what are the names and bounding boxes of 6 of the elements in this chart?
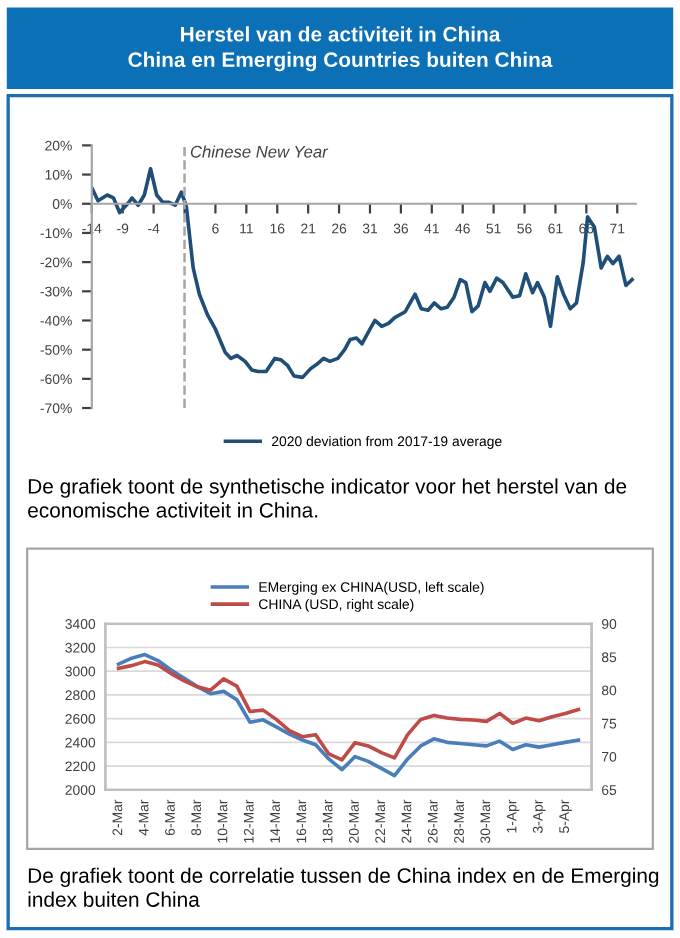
chart-title: Herstel van de activiteit in China China en Emerging Countries buiten China xyxy=(128,26,553,72)
text: De grafiek toont de correlatie tussen de China index en de Emerging index buiten China xyxy=(28,867,659,907)
line-series xyxy=(116,652,581,778)
ref-line-label: Chinese New Year xyxy=(190,145,329,158)
text: De grafiek toont de synthetische indicator voor het herstel van de economische activiteit in China. xyxy=(28,478,627,518)
line-series xyxy=(116,659,581,762)
